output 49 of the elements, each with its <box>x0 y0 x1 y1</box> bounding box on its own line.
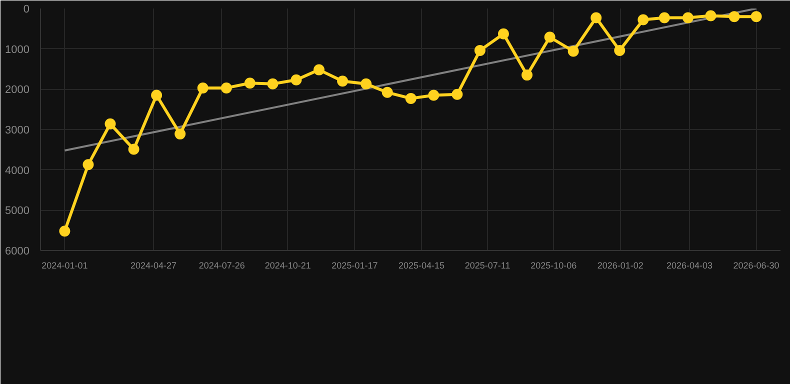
point <box>638 14 649 26</box>
point <box>151 90 162 101</box>
y-tick-label: 4000 <box>5 164 30 177</box>
y-tick-label: 3000 <box>5 124 30 136</box>
point <box>705 10 716 22</box>
y-tick-label: 0 <box>23 4 30 16</box>
point <box>382 86 393 98</box>
point <box>82 159 94 170</box>
y-tick-label: 5000 <box>5 205 30 218</box>
x-tick-label: 2025-10-06 <box>530 260 577 270</box>
x-tick-label: 2024-01-01 <box>42 260 88 270</box>
point <box>174 128 186 140</box>
y-tick-label: 2000 <box>5 84 30 96</box>
y-tick-label: 1000 <box>5 44 30 56</box>
point <box>337 76 348 87</box>
point <box>197 82 208 94</box>
x-tick-label: 2026-04-03 <box>666 260 713 270</box>
point <box>544 32 556 43</box>
point <box>267 78 278 90</box>
point <box>658 12 670 24</box>
x-tick-label: 2026-06-30 <box>733 260 780 270</box>
point <box>59 226 70 237</box>
point <box>728 11 740 22</box>
x-tick-label: 2024-04-27 <box>130 260 177 270</box>
point <box>452 88 463 100</box>
point <box>474 44 486 56</box>
point <box>220 82 232 94</box>
point <box>244 78 256 89</box>
x-tick-label: 2025-01-17 <box>332 260 378 270</box>
x-tick-label: 2024-07-26 <box>198 260 245 270</box>
y-tick-label: 6000 <box>5 246 30 258</box>
point <box>314 64 325 76</box>
point <box>290 74 302 86</box>
point <box>360 78 372 90</box>
point <box>750 11 762 22</box>
point <box>104 118 116 130</box>
x-tick-label: 2025-04-15 <box>398 260 445 270</box>
x-tick-label: 2025-07-11 <box>464 260 510 270</box>
point <box>498 28 509 40</box>
point <box>405 92 416 104</box>
point <box>568 46 579 57</box>
x-tick-label: 2024-10-21 <box>264 260 311 270</box>
point <box>128 144 140 155</box>
point <box>614 44 626 56</box>
point <box>682 12 694 24</box>
point <box>522 70 533 81</box>
x-tick-label: 2026-01-02 <box>597 260 644 270</box>
point <box>590 12 602 24</box>
point <box>428 90 440 101</box>
